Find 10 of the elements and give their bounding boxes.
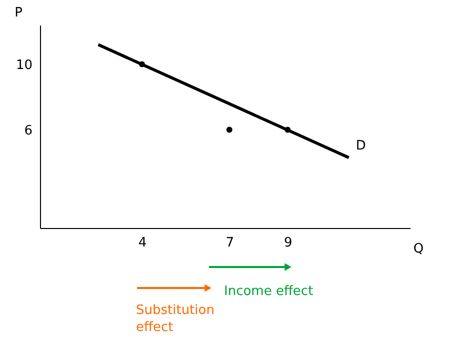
text: Substitution effect [136, 303, 214, 335]
text: Income effect [224, 284, 314, 299]
y-tick-label: 10 [16, 58, 32, 73]
y-tick-label: 6 [24, 123, 32, 138]
x-tick-label: 9 [284, 236, 292, 250]
x-tick-label: 4 [138, 236, 147, 250]
y-axis-title: P [14, 6, 23, 20]
x-axis-title: Q [413, 242, 424, 256]
series-label: D [356, 138, 366, 154]
x-tick-label: 7 [226, 236, 234, 250]
